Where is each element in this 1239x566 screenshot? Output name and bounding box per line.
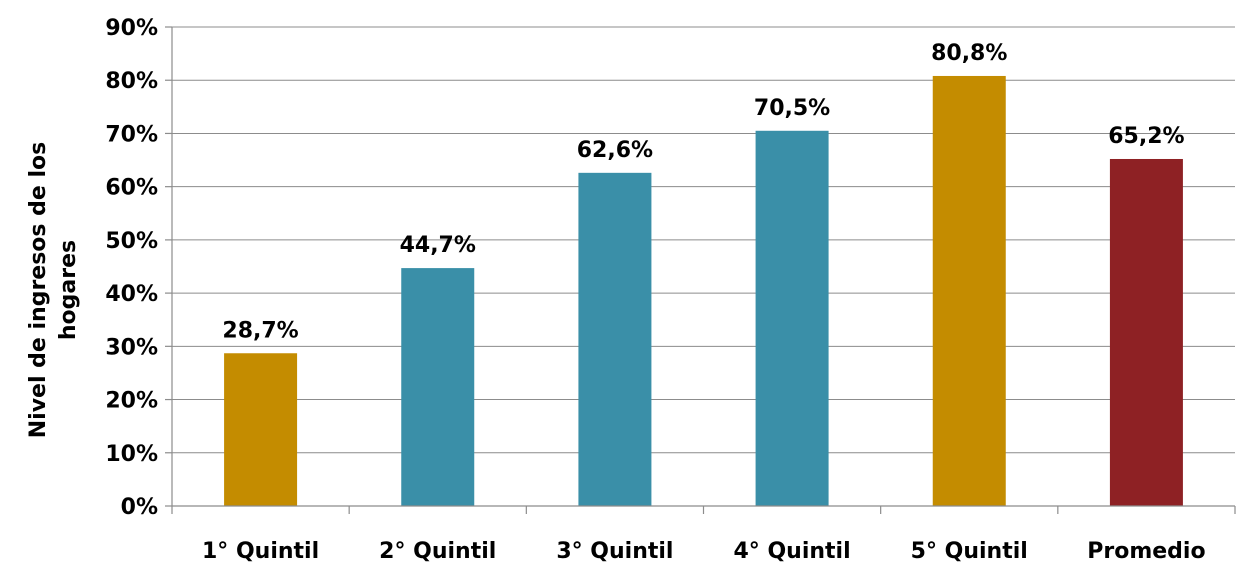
bar — [755, 130, 829, 507]
data-label: 70,5% — [754, 96, 830, 121]
y-tick-label: 70% — [105, 122, 158, 147]
data-label: 62,6% — [577, 138, 653, 163]
data-label: 65,2% — [1108, 124, 1184, 149]
bar — [224, 353, 298, 506]
axes — [165, 26, 1236, 514]
x-tick-label: 5° Quintil — [911, 539, 1028, 564]
x-tick-label: 1° Quintil — [202, 539, 319, 564]
data-labels: 28,7% 44,7% 62,6% 70,5% 80,8% 65,2% — [222, 41, 1184, 343]
bar — [401, 268, 475, 506]
y-tick-label: 10% — [105, 442, 158, 467]
y-tick-label: 50% — [105, 229, 158, 254]
y-tick-label: 0% — [121, 495, 158, 520]
bar — [578, 172, 652, 506]
y-tick-label: 40% — [105, 282, 158, 307]
y-axis-title-line-2: hogares — [56, 240, 81, 340]
y-tick-label: 60% — [105, 176, 158, 201]
y-tick-label: 90% — [105, 16, 158, 41]
data-label: 44,7% — [400, 233, 476, 258]
x-tick-label: 4° Quintil — [734, 539, 851, 564]
x-tick-labels: 1° Quintil 2° Quintil 3° Quintil 4° Quintil… — [202, 539, 1206, 564]
y-tick-label: 30% — [105, 335, 158, 360]
data-label: 28,7% — [222, 318, 298, 343]
x-tick-label: Promedio — [1087, 539, 1205, 564]
y-tick-labels: 0% 10% 20% 30% 40% 50% 60% 70% 80% 90% — [105, 16, 158, 520]
y-axis-title-line-1: Nivel de ingresos de los — [26, 142, 51, 439]
x-tick-label: 2° Quintil — [379, 539, 496, 564]
gridlines — [172, 26, 1235, 454]
y-tick-label: 80% — [105, 69, 158, 94]
bar — [1109, 158, 1183, 507]
x-tick-label: 3° Quintil — [556, 539, 673, 564]
bars — [224, 75, 1183, 507]
bar — [932, 75, 1006, 506]
y-tick-label: 20% — [105, 389, 158, 414]
y-axis-title: Nivel de ingresos de los hogares — [26, 142, 81, 439]
data-label: 80,8% — [931, 41, 1007, 66]
